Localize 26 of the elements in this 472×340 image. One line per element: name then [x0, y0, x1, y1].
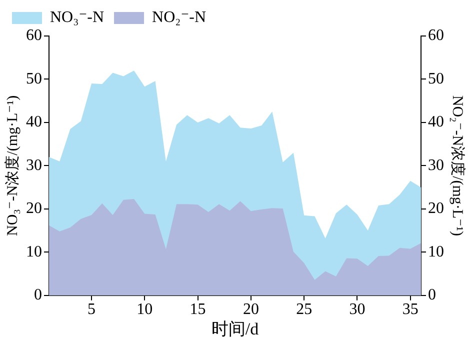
x-tick-label: 25 — [296, 301, 312, 318]
y-tick-label: 0 — [34, 286, 42, 304]
y-tick-label: 50 — [26, 70, 42, 88]
x-tick-label: 15 — [190, 301, 206, 318]
y-tick-label: 20 — [26, 200, 42, 218]
x-tick-label: 10 — [136, 301, 153, 318]
x-tick-label: 20 — [242, 301, 259, 318]
y2-axis-title: NO₂⁻-N浓度/(mg·L⁻¹) — [449, 95, 466, 236]
y2-tick-label: 0 — [428, 286, 436, 304]
y-tick-label: 40 — [26, 114, 42, 131]
x-tick-label: 35 — [402, 301, 418, 318]
x-axis-title: 时间/d — [211, 319, 260, 338]
legend-label: NO₃⁻-N — [50, 9, 104, 26]
y-tick-label: 10 — [26, 243, 42, 260]
y-axis-title: NO₃⁻-N浓度/(mg·L⁻¹) — [4, 95, 21, 236]
y2-tick-label: 30 — [428, 156, 444, 174]
y-tick-label: 60 — [26, 27, 42, 44]
y2-tick-label: 20 — [428, 200, 444, 218]
y2-tick-label: 40 — [428, 114, 444, 131]
y2-tick-label: 10 — [428, 243, 444, 260]
y2-tick-label: 60 — [428, 27, 444, 44]
y-tick-label: 30 — [26, 156, 42, 174]
legend-label: NO₂⁻-N — [152, 9, 206, 26]
x-tick-label: 5 — [88, 301, 96, 318]
x-tick-label: 30 — [349, 301, 366, 318]
y2-tick-label: 50 — [428, 70, 444, 88]
